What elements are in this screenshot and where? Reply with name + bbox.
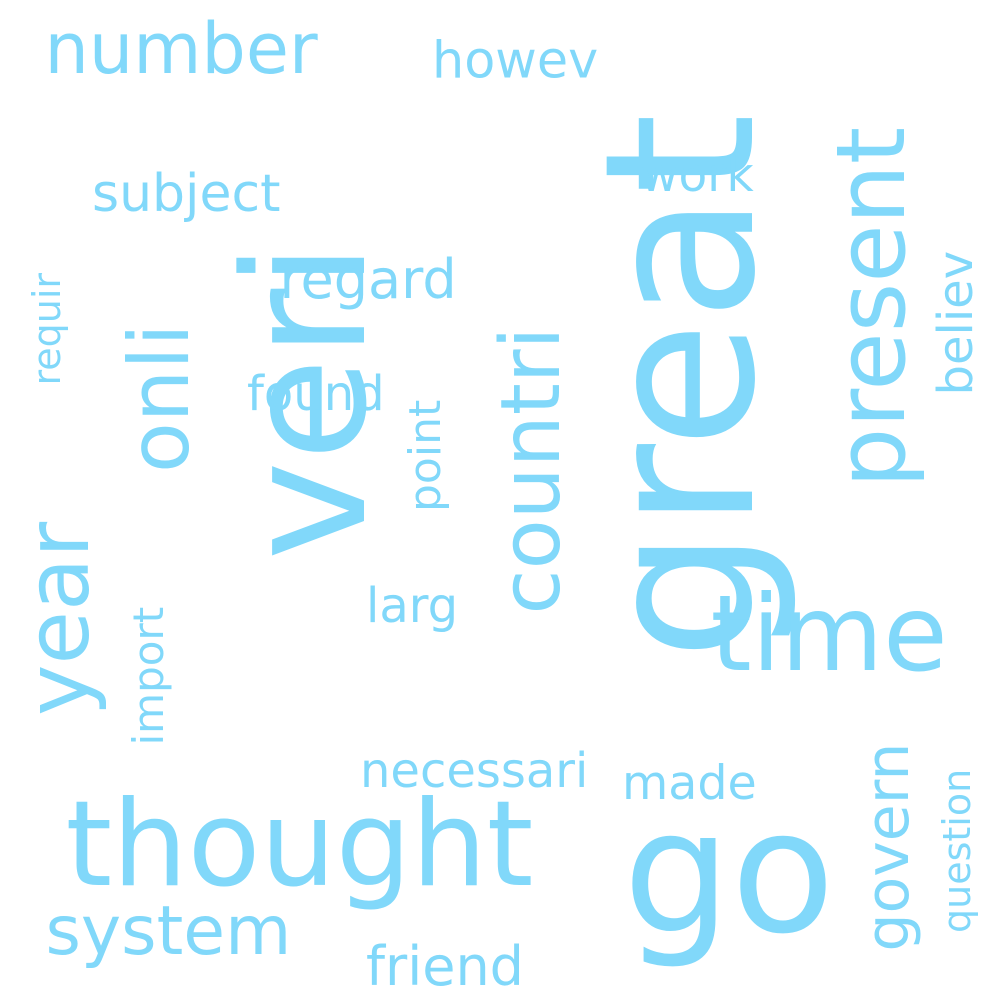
word-howev: howev — [432, 30, 599, 90]
word-present: present — [817, 126, 927, 488]
word-subject: subject — [92, 164, 281, 224]
word-number: number — [44, 8, 318, 90]
word-thought: thought — [65, 776, 534, 914]
word-requir: requir — [25, 272, 69, 386]
word-regard: regard — [279, 248, 457, 311]
word-found: found — [247, 366, 385, 422]
word-onli: onli — [111, 323, 208, 473]
word-point: point — [400, 399, 451, 512]
word-time: time — [710, 573, 948, 695]
word-govern: govern — [853, 742, 923, 952]
word-year: year — [7, 521, 109, 716]
word-work: work — [640, 148, 754, 203]
word-larg: larg — [366, 578, 459, 634]
word-made: made — [622, 756, 757, 811]
word-system: system — [45, 892, 292, 971]
word-countri: countri — [484, 326, 579, 615]
word-go: go — [623, 774, 835, 972]
word-friend: friend — [366, 935, 524, 998]
word-believ: believ — [928, 250, 984, 396]
word-import: import — [124, 606, 173, 746]
word-question: question — [935, 768, 979, 933]
word-necessari: necessari — [360, 743, 589, 799]
